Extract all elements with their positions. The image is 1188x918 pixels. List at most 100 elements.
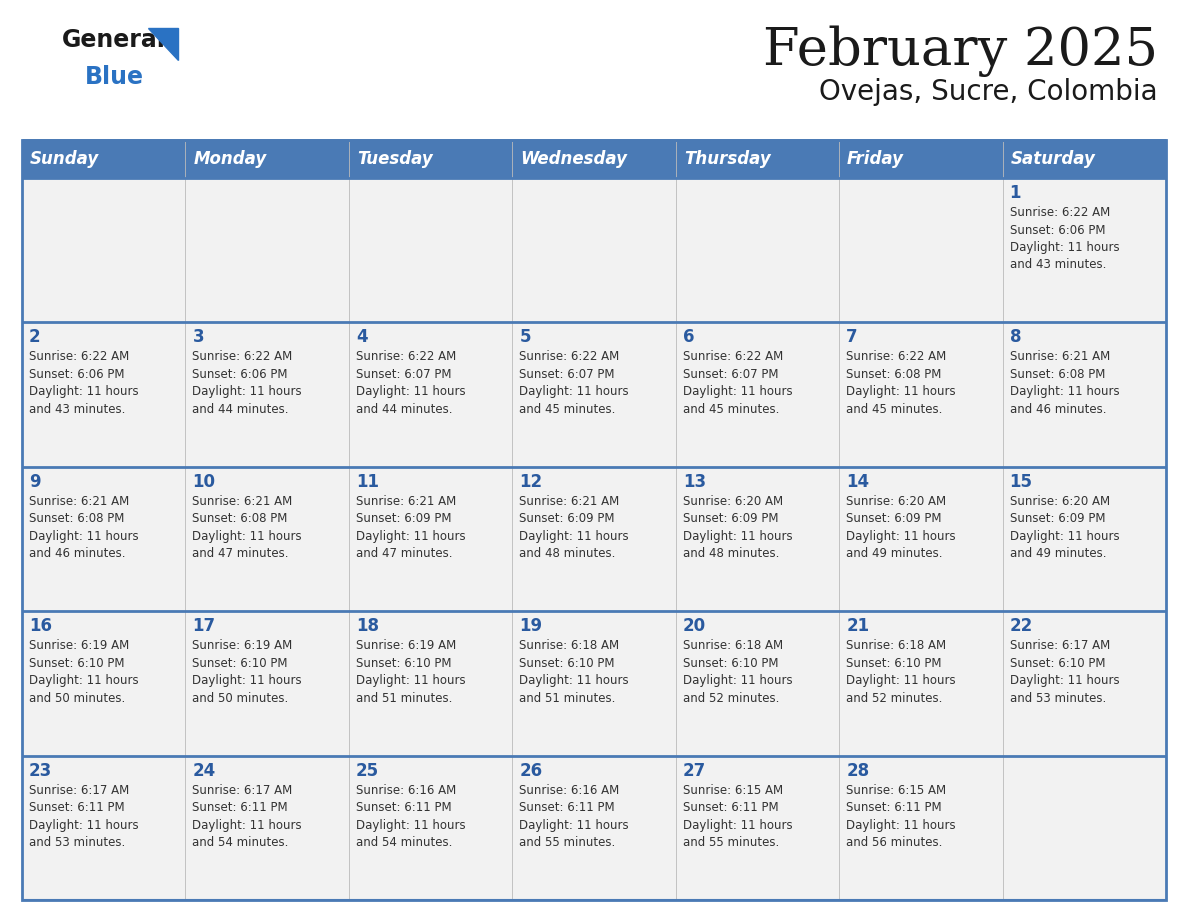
Text: 8: 8 — [1010, 329, 1020, 346]
Text: Sunrise: 6:22 AM
Sunset: 6:07 PM
Daylight: 11 hours
and 45 minutes.: Sunrise: 6:22 AM Sunset: 6:07 PM Dayligh… — [519, 351, 628, 416]
Text: 1: 1 — [1010, 184, 1020, 202]
Text: 4: 4 — [356, 329, 367, 346]
Text: 7: 7 — [846, 329, 858, 346]
Text: 25: 25 — [356, 762, 379, 779]
Bar — [1003, 756, 1165, 900]
Text: Sunrise: 6:17 AM
Sunset: 6:10 PM
Daylight: 11 hours
and 53 minutes.: Sunrise: 6:17 AM Sunset: 6:10 PM Dayligh… — [1010, 639, 1119, 705]
Text: Sunrise: 6:22 AM
Sunset: 6:07 PM
Daylight: 11 hours
and 45 minutes.: Sunrise: 6:22 AM Sunset: 6:07 PM Dayligh… — [683, 351, 792, 416]
Text: Sunrise: 6:18 AM
Sunset: 6:10 PM
Daylight: 11 hours
and 51 minutes.: Sunrise: 6:18 AM Sunset: 6:10 PM Dayligh… — [519, 639, 628, 705]
Text: Sunrise: 6:20 AM
Sunset: 6:09 PM
Daylight: 11 hours
and 49 minutes.: Sunrise: 6:20 AM Sunset: 6:09 PM Dayligh… — [846, 495, 956, 560]
Text: Sunrise: 6:21 AM
Sunset: 6:09 PM
Daylight: 11 hours
and 47 minutes.: Sunrise: 6:21 AM Sunset: 6:09 PM Dayligh… — [356, 495, 466, 560]
Text: 21: 21 — [846, 617, 870, 635]
Bar — [1003, 466, 1165, 611]
Bar — [23, 466, 185, 611]
Bar — [23, 140, 1165, 900]
Bar — [676, 140, 839, 178]
Text: 18: 18 — [356, 617, 379, 635]
Bar — [676, 756, 839, 900]
Text: 26: 26 — [519, 762, 543, 779]
Text: Sunrise: 6:20 AM
Sunset: 6:09 PM
Daylight: 11 hours
and 49 minutes.: Sunrise: 6:20 AM Sunset: 6:09 PM Dayligh… — [1010, 495, 1119, 560]
Bar — [185, 140, 349, 178]
Text: Sunrise: 6:17 AM
Sunset: 6:11 PM
Daylight: 11 hours
and 54 minutes.: Sunrise: 6:17 AM Sunset: 6:11 PM Dayligh… — [192, 784, 302, 849]
Bar — [1003, 611, 1165, 756]
Text: 9: 9 — [29, 473, 40, 491]
Text: Friday: Friday — [847, 150, 904, 168]
Text: Tuesday: Tuesday — [356, 150, 432, 168]
Text: Sunrise: 6:19 AM
Sunset: 6:10 PM
Daylight: 11 hours
and 50 minutes.: Sunrise: 6:19 AM Sunset: 6:10 PM Dayligh… — [29, 639, 139, 705]
Text: Wednesday: Wednesday — [520, 150, 627, 168]
Text: 20: 20 — [683, 617, 706, 635]
Bar — [185, 178, 349, 322]
Bar — [512, 756, 676, 900]
Text: 3: 3 — [192, 329, 204, 346]
Bar — [23, 178, 185, 322]
Text: Sunrise: 6:19 AM
Sunset: 6:10 PM
Daylight: 11 hours
and 50 minutes.: Sunrise: 6:19 AM Sunset: 6:10 PM Dayligh… — [192, 639, 302, 705]
Bar — [23, 140, 185, 178]
Text: Sunday: Sunday — [30, 150, 100, 168]
Bar — [512, 178, 676, 322]
Bar — [839, 140, 1003, 178]
Bar — [185, 756, 349, 900]
Text: 12: 12 — [519, 473, 543, 491]
Text: Sunrise: 6:21 AM
Sunset: 6:08 PM
Daylight: 11 hours
and 46 minutes.: Sunrise: 6:21 AM Sunset: 6:08 PM Dayligh… — [29, 495, 139, 560]
Bar — [349, 611, 512, 756]
Bar — [512, 140, 676, 178]
Bar — [349, 140, 512, 178]
Text: Sunrise: 6:22 AM
Sunset: 6:08 PM
Daylight: 11 hours
and 45 minutes.: Sunrise: 6:22 AM Sunset: 6:08 PM Dayligh… — [846, 351, 956, 416]
Text: Blue: Blue — [86, 65, 144, 89]
Text: 11: 11 — [356, 473, 379, 491]
Text: Sunrise: 6:22 AM
Sunset: 6:07 PM
Daylight: 11 hours
and 44 minutes.: Sunrise: 6:22 AM Sunset: 6:07 PM Dayligh… — [356, 351, 466, 416]
Bar — [512, 322, 676, 466]
Text: Monday: Monday — [194, 150, 266, 168]
Bar — [23, 322, 185, 466]
Text: Sunrise: 6:16 AM
Sunset: 6:11 PM
Daylight: 11 hours
and 54 minutes.: Sunrise: 6:16 AM Sunset: 6:11 PM Dayligh… — [356, 784, 466, 849]
Text: Saturday: Saturday — [1011, 150, 1095, 168]
Text: 24: 24 — [192, 762, 216, 779]
Text: 13: 13 — [683, 473, 706, 491]
Bar — [349, 178, 512, 322]
Text: Thursday: Thursday — [684, 150, 771, 168]
Bar — [839, 611, 1003, 756]
Text: 19: 19 — [519, 617, 543, 635]
Bar — [676, 178, 839, 322]
Text: Ovejas, Sucre, Colombia: Ovejas, Sucre, Colombia — [820, 78, 1158, 106]
Text: Sunrise: 6:21 AM
Sunset: 6:08 PM
Daylight: 11 hours
and 46 minutes.: Sunrise: 6:21 AM Sunset: 6:08 PM Dayligh… — [1010, 351, 1119, 416]
Bar — [839, 322, 1003, 466]
Text: 27: 27 — [683, 762, 706, 779]
Text: Sunrise: 6:20 AM
Sunset: 6:09 PM
Daylight: 11 hours
and 48 minutes.: Sunrise: 6:20 AM Sunset: 6:09 PM Dayligh… — [683, 495, 792, 560]
Text: 15: 15 — [1010, 473, 1032, 491]
Bar — [839, 756, 1003, 900]
Bar — [349, 756, 512, 900]
Text: 23: 23 — [29, 762, 52, 779]
Bar — [512, 466, 676, 611]
Text: Sunrise: 6:21 AM
Sunset: 6:08 PM
Daylight: 11 hours
and 47 minutes.: Sunrise: 6:21 AM Sunset: 6:08 PM Dayligh… — [192, 495, 302, 560]
Text: 22: 22 — [1010, 617, 1032, 635]
Text: Sunrise: 6:16 AM
Sunset: 6:11 PM
Daylight: 11 hours
and 55 minutes.: Sunrise: 6:16 AM Sunset: 6:11 PM Dayligh… — [519, 784, 628, 849]
Bar — [676, 322, 839, 466]
Text: General: General — [62, 28, 166, 52]
Text: Sunrise: 6:19 AM
Sunset: 6:10 PM
Daylight: 11 hours
and 51 minutes.: Sunrise: 6:19 AM Sunset: 6:10 PM Dayligh… — [356, 639, 466, 705]
Bar — [185, 322, 349, 466]
Text: Sunrise: 6:17 AM
Sunset: 6:11 PM
Daylight: 11 hours
and 53 minutes.: Sunrise: 6:17 AM Sunset: 6:11 PM Dayligh… — [29, 784, 139, 849]
Bar — [1003, 178, 1165, 322]
Text: Sunrise: 6:22 AM
Sunset: 6:06 PM
Daylight: 11 hours
and 44 minutes.: Sunrise: 6:22 AM Sunset: 6:06 PM Dayligh… — [192, 351, 302, 416]
Text: 6: 6 — [683, 329, 694, 346]
Bar — [1003, 322, 1165, 466]
Bar — [839, 178, 1003, 322]
Bar — [676, 466, 839, 611]
Bar — [349, 466, 512, 611]
Text: Sunrise: 6:18 AM
Sunset: 6:10 PM
Daylight: 11 hours
and 52 minutes.: Sunrise: 6:18 AM Sunset: 6:10 PM Dayligh… — [846, 639, 956, 705]
Bar — [185, 466, 349, 611]
Text: 2: 2 — [29, 329, 40, 346]
Text: 28: 28 — [846, 762, 870, 779]
Text: Sunrise: 6:22 AM
Sunset: 6:06 PM
Daylight: 11 hours
and 43 minutes.: Sunrise: 6:22 AM Sunset: 6:06 PM Dayligh… — [29, 351, 139, 416]
Polygon shape — [148, 28, 178, 60]
Bar — [23, 756, 185, 900]
Text: Sunrise: 6:22 AM
Sunset: 6:06 PM
Daylight: 11 hours
and 43 minutes.: Sunrise: 6:22 AM Sunset: 6:06 PM Dayligh… — [1010, 206, 1119, 272]
Text: Sunrise: 6:21 AM
Sunset: 6:09 PM
Daylight: 11 hours
and 48 minutes.: Sunrise: 6:21 AM Sunset: 6:09 PM Dayligh… — [519, 495, 628, 560]
Bar — [23, 611, 185, 756]
Text: Sunrise: 6:18 AM
Sunset: 6:10 PM
Daylight: 11 hours
and 52 minutes.: Sunrise: 6:18 AM Sunset: 6:10 PM Dayligh… — [683, 639, 792, 705]
Text: February 2025: February 2025 — [763, 25, 1158, 76]
Text: 16: 16 — [29, 617, 52, 635]
Text: 14: 14 — [846, 473, 870, 491]
